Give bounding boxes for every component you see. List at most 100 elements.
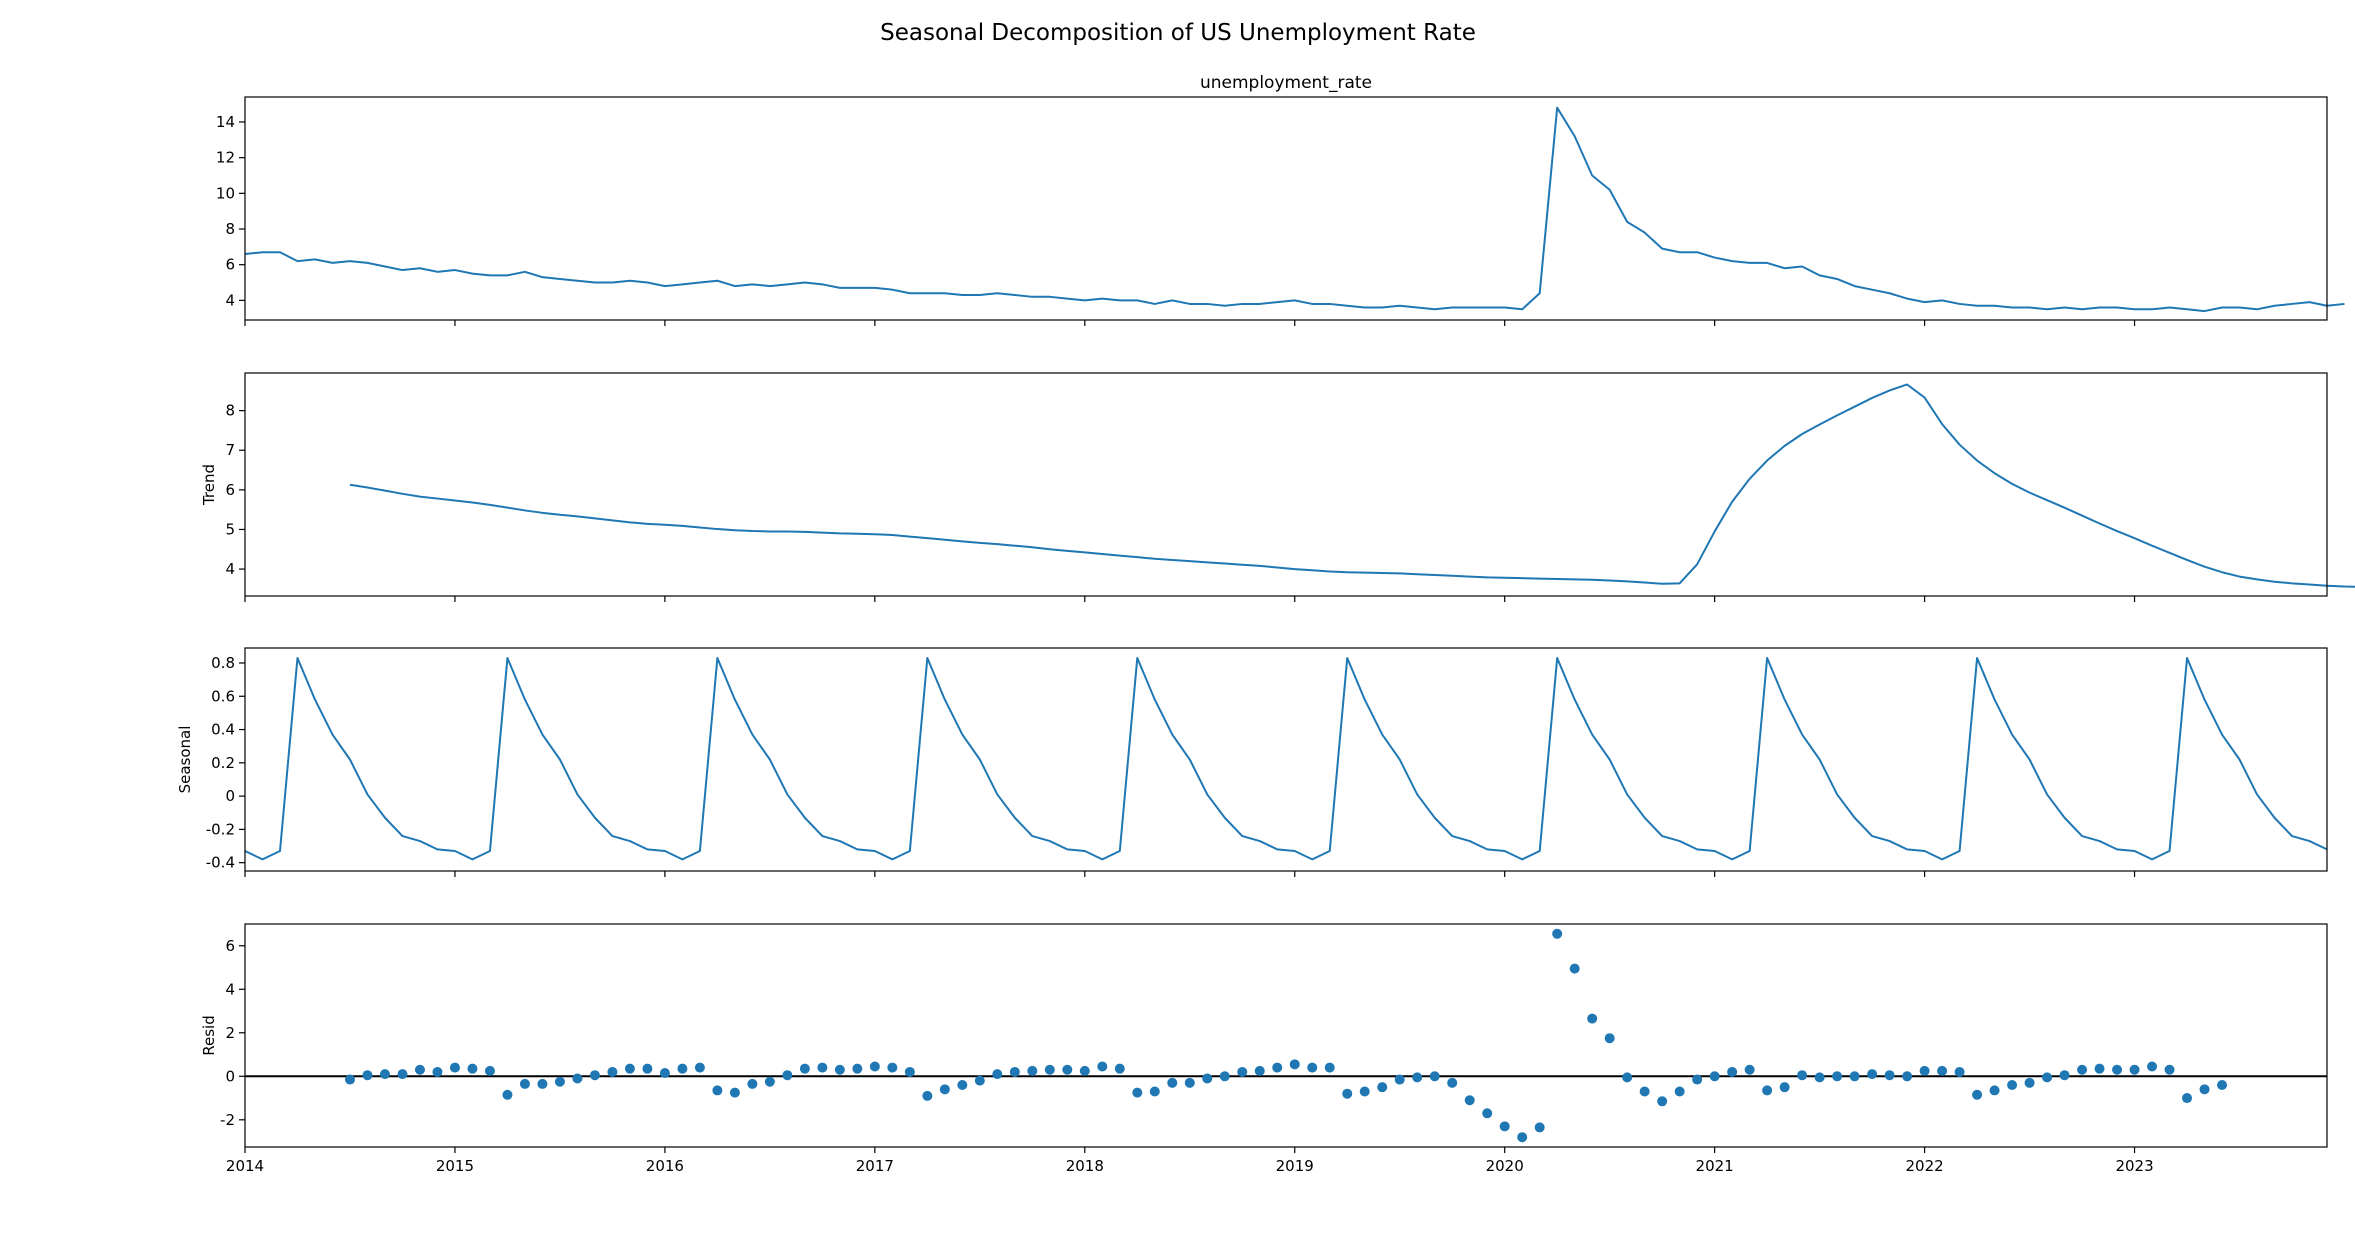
y-tick-label: 0.4	[211, 721, 235, 739]
resid-point	[1097, 1061, 1108, 1072]
resid-point	[2217, 1079, 2228, 1090]
resid-point	[1919, 1065, 1930, 1076]
resid-point	[2094, 1063, 2105, 1074]
resid-point	[659, 1068, 670, 1079]
resid-point	[344, 1074, 355, 1085]
resid-point	[537, 1078, 548, 1089]
y-tick-label: 8	[225, 402, 235, 420]
resid-point	[432, 1066, 443, 1077]
y-tick-label: 4	[225, 291, 235, 309]
resid-point	[1009, 1066, 1020, 1077]
resid-point	[2007, 1079, 2018, 1090]
resid-point	[2024, 1077, 2035, 1088]
y-tick-label: -0.4	[206, 854, 235, 872]
resid-point	[624, 1063, 635, 1074]
resid-point	[1587, 1013, 1598, 1024]
resid-point	[1377, 1082, 1388, 1093]
seasonal-series-line	[244, 656, 2328, 861]
resid-point	[1429, 1071, 1440, 1082]
resid-point	[1884, 1070, 1895, 1081]
x-tick-label: 2014	[226, 1157, 264, 1175]
y-tick-label: 10	[216, 184, 235, 202]
resid-point	[1692, 1074, 1703, 1085]
resid-point	[1762, 1085, 1773, 1096]
resid-point	[869, 1061, 880, 1072]
resid-point	[904, 1066, 915, 1077]
panel-observed: 4 6 8 10 12 14 unemployment_rate	[216, 73, 2345, 326]
resid-point	[1814, 1072, 1825, 1083]
y-tick-label: 0	[225, 1067, 235, 1085]
resid-point	[1744, 1064, 1755, 1075]
resid-point	[1552, 928, 1563, 939]
resid-point	[554, 1076, 565, 1087]
resid-point	[1972, 1089, 1983, 1100]
x-tick-label: 2020	[1486, 1157, 1524, 1175]
resid-point	[694, 1062, 705, 1073]
resid-point	[2147, 1061, 2158, 1072]
resid-point	[817, 1062, 828, 1073]
resid-point	[1779, 1082, 1790, 1093]
resid-point	[1062, 1064, 1073, 1075]
resid-point	[1272, 1062, 1283, 1073]
y-tick-label: 8	[225, 220, 235, 238]
resid-point	[607, 1066, 618, 1077]
resid-point	[397, 1069, 408, 1080]
y-tick-label: 0	[225, 787, 235, 805]
resid-point	[974, 1075, 985, 1086]
y-axis-label: Trend	[200, 464, 218, 506]
resid-point	[1867, 1069, 1878, 1080]
resid-point	[2077, 1064, 2088, 1075]
resid-point	[1202, 1073, 1213, 1084]
axes-frame	[244, 923, 2328, 1148]
resid-point	[1954, 1066, 1965, 1077]
resid-point	[1464, 1095, 1475, 1106]
axes-frame	[244, 647, 2328, 872]
y-tick-label: 14	[216, 113, 235, 131]
resid-point	[939, 1084, 950, 1095]
resid-point	[1324, 1062, 1335, 1073]
resid-point	[1079, 1065, 1090, 1076]
resid-point	[1517, 1132, 1528, 1143]
panel-resid: -2 0 2 4 6 2014 2015 2016 2017 2018 2019 2020 2021 20…	[200, 923, 2328, 1175]
x-tick-label: 2015	[436, 1157, 474, 1175]
resid-point	[799, 1063, 810, 1074]
y-tick-label: 6	[225, 256, 235, 274]
resid-point	[1657, 1096, 1668, 1107]
resid-point	[467, 1063, 478, 1074]
x-tick-label: 2023	[2115, 1157, 2153, 1175]
resid-point	[502, 1089, 513, 1100]
x-tick-label: 2016	[646, 1157, 684, 1175]
resid-point	[379, 1069, 390, 1080]
resid-point	[2059, 1070, 2070, 1081]
y-tick-label: 2	[225, 1024, 235, 1042]
resid-point	[834, 1064, 845, 1075]
y-tick-label: -0.2	[206, 820, 235, 838]
resid-point	[449, 1062, 460, 1073]
trend-series-line	[349, 383, 2355, 588]
resid-point	[957, 1079, 968, 1090]
resid-point	[1902, 1071, 1913, 1082]
resid-point	[519, 1078, 530, 1089]
resid-point	[1499, 1121, 1510, 1132]
resid-point	[992, 1069, 1003, 1080]
resid-point	[2199, 1084, 2210, 1095]
resid-point	[1132, 1087, 1143, 1098]
resid-point	[1937, 1065, 1948, 1076]
y-axis-label: Resid	[200, 1015, 218, 1055]
resid-point	[1184, 1077, 1195, 1088]
resid-point	[1534, 1122, 1545, 1133]
resid-point	[1569, 963, 1580, 974]
resid-point	[1797, 1070, 1808, 1081]
resid-point	[362, 1070, 373, 1081]
resid-point	[1149, 1086, 1160, 1097]
resid-point	[747, 1078, 758, 1089]
y-tick-label: -2	[220, 1111, 235, 1129]
panel-seasonal: -0.4 -0.2 0 0.2 0.4 0.6 0.8 Seasonal	[176, 647, 2328, 877]
resid-point	[484, 1065, 495, 1076]
resid-point	[1989, 1085, 2000, 1096]
resid-point	[1447, 1077, 1458, 1088]
resid-point	[1237, 1066, 1248, 1077]
y-tick-label: 5	[225, 520, 235, 538]
resid-point	[1359, 1086, 1370, 1097]
